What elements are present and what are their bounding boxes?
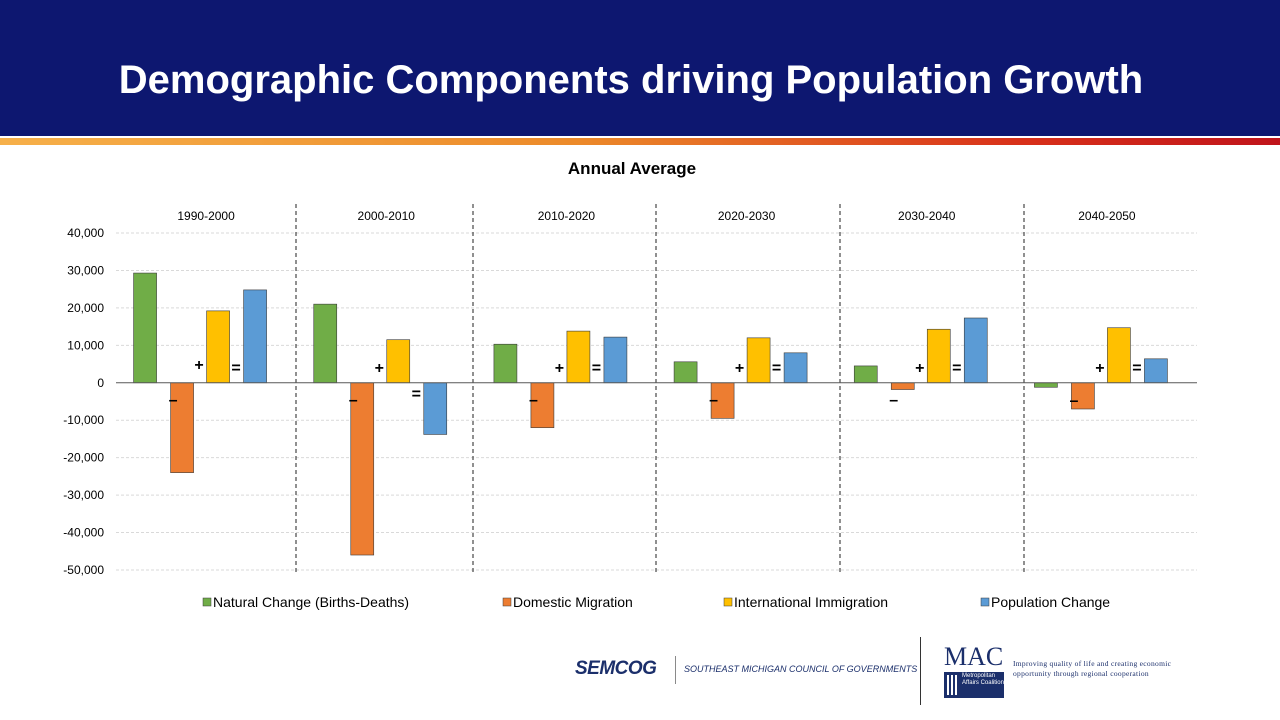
mac-tagline: Improving quality of life and creating e… — [1013, 659, 1172, 678]
bar-4-2040-2050 — [1144, 358, 1168, 384]
legend-label: Natural Change (Births-Deaths) — [213, 594, 409, 610]
plus-sign: + — [555, 360, 564, 377]
bar-1-1990-2000 — [133, 272, 157, 384]
legend-label: Domestic Migration — [513, 594, 633, 610]
legend-swatch — [980, 597, 990, 607]
accent-stripe — [0, 138, 1280, 145]
logo-divider — [920, 637, 921, 705]
mac-logo-text: MAC — [944, 642, 1004, 671]
mac-columns-icon — [947, 675, 959, 695]
legend-swatch — [502, 597, 512, 607]
legend-swatch — [202, 597, 212, 607]
y-tick-label: -10,000 — [63, 413, 104, 427]
title-bar: Demographic Components driving Populatio… — [0, 0, 1280, 136]
bar-3-2010-2020 — [566, 330, 591, 384]
legend-swatch — [723, 597, 733, 607]
bar-4-2000-2010 — [423, 382, 448, 435]
bars — [133, 272, 1168, 556]
period-label: 1990-2000 — [177, 209, 235, 223]
bar-3-2040-2050 — [1107, 327, 1131, 384]
bar-1-2000-2010 — [313, 303, 338, 384]
bar-2-2030-2040 — [890, 382, 915, 390]
bar-4-2010-2020 — [603, 336, 628, 384]
period-label: 2000-2010 — [358, 209, 416, 223]
equals-sign: = — [412, 386, 421, 403]
mac-logo: MAC Metropolitan Affairs Coalition — [944, 644, 1004, 700]
bar-4-2020-2030 — [783, 352, 808, 384]
plus-sign: + — [375, 360, 384, 377]
mac-logo-block: Metropolitan Affairs Coalition — [944, 672, 1004, 698]
y-tick-label: 20,000 — [67, 301, 104, 315]
equals-sign: = — [1132, 360, 1141, 377]
legend-label: Population Change — [991, 594, 1110, 610]
bar-1-2040-2050 — [1034, 382, 1058, 388]
chart-title: Annual Average — [568, 159, 696, 178]
period-label: 2030-2040 — [898, 209, 956, 223]
equals-sign: = — [592, 360, 601, 377]
y-tick-label: -20,000 — [63, 451, 104, 465]
footer-logos: SEMCOG SOUTHEAST MICHIGAN COUNCIL OF GOV… — [0, 630, 1280, 720]
minus-sign: – — [529, 392, 538, 409]
legend-label: International Immigration — [734, 594, 888, 610]
y-tick-label: 30,000 — [67, 263, 104, 277]
bar-1-2030-2040 — [853, 365, 878, 384]
period-separators — [295, 204, 1025, 575]
period-label: 2020-2030 — [718, 209, 776, 223]
slide-title: Demographic Components driving Populatio… — [118, 58, 1144, 102]
semcog-divider — [675, 656, 676, 684]
y-tick-label: 40,000 — [67, 226, 104, 240]
period-label: 2010-2020 — [538, 209, 596, 223]
minus-sign: – — [169, 392, 178, 409]
equals-sign: = — [772, 360, 781, 377]
y-tick-label: -40,000 — [63, 526, 104, 540]
minus-sign: – — [349, 392, 358, 409]
plus-sign: + — [915, 360, 924, 377]
bar-4-2030-2040 — [963, 317, 988, 384]
bar-3-2020-2030 — [746, 337, 771, 384]
y-tick-label: 10,000 — [67, 338, 104, 352]
equals-sign: = — [952, 360, 961, 377]
plus-sign: + — [1095, 360, 1104, 377]
bar-4-1990-2000 — [243, 289, 267, 384]
plus-sign: + — [735, 360, 744, 377]
minus-sign: – — [709, 392, 718, 409]
bar-3-2030-2040 — [926, 328, 951, 384]
bar-3-2000-2010 — [386, 339, 411, 384]
y-tick-label: -50,000 — [63, 563, 104, 577]
bar-1-2010-2020 — [493, 343, 518, 384]
semcog-full-name: SOUTHEAST MICHIGAN COUNCIL OF GOVERNMENT… — [684, 664, 918, 674]
bar-1-2020-2030 — [673, 361, 698, 384]
plus-sign: + — [194, 357, 203, 374]
y-tick-label: -30,000 — [63, 488, 104, 502]
y-axis-labels: 40,000 30,000 20,000 10,000 0 -10,000 -20,000 -… — [63, 226, 104, 577]
equals-sign: = — [231, 360, 240, 377]
minus-sign: – — [889, 392, 898, 409]
minus-sign: – — [1069, 392, 1078, 409]
y-tick-label: 0 — [97, 376, 104, 390]
period-label: 2040-2050 — [1078, 209, 1136, 223]
semcog-logo: SEMCOG — [575, 658, 657, 679]
mac-full-name: Metropolitan Affairs Coalition — [962, 673, 1004, 686]
operator-symbols: –+ =–+= –+ =–+ =–+ =–+ = — [169, 357, 1142, 409]
bar-3-1990-2000 — [206, 310, 230, 384]
population-components-chart: Annual Average 1990-2000 2000-2010 2010-20… — [63, 159, 1197, 610]
period-labels: 1990-2000 2000-2010 2010-2020 2020-2030 2030… — [177, 209, 1136, 223]
chart-legend: Natural Change (Births-Deaths) Domestic M… — [202, 594, 1110, 610]
